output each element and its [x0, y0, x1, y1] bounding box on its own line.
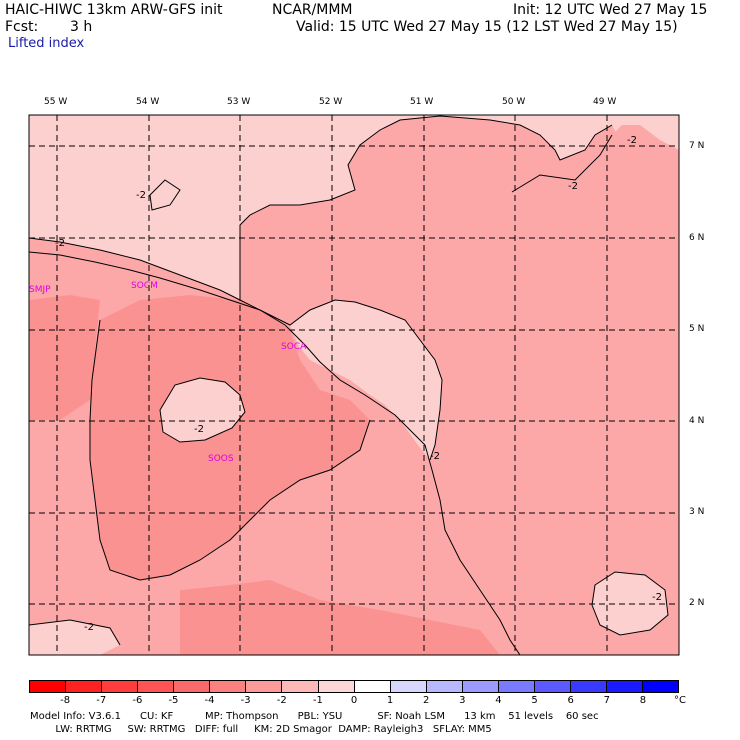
lon-label-49w: 49 W	[593, 97, 617, 107]
contour-label: -2	[627, 135, 637, 146]
organization-label: NCAR/MMM	[272, 2, 353, 18]
colorbar-cell	[570, 681, 607, 692]
colorbar-tick-label: 1	[386, 695, 394, 706]
lon-label-55w: 55 W	[44, 97, 68, 107]
colorbar-cell	[390, 681, 427, 692]
colorbar-cell	[246, 681, 283, 692]
colorbar-tick-label: -1	[312, 695, 323, 706]
model-title: HAIC-HIWC 13km ARW-GFS init	[5, 2, 223, 18]
colorbar-tick-label: -8	[60, 695, 71, 706]
li-region-minus3-west	[29, 295, 100, 420]
contour-label: -2	[568, 181, 578, 192]
li-region-minus1-north	[29, 115, 679, 300]
station-soca: SOCA	[281, 342, 307, 352]
lon-label-51w: 51 W	[410, 97, 434, 107]
lon-label-54w: 54 W	[136, 97, 160, 107]
li-region-minus2-northeast	[512, 125, 679, 230]
forecast-hour: 3 h	[70, 19, 93, 35]
colorbar-tick-label: 7	[603, 695, 610, 706]
coastline	[29, 251, 521, 655]
lat-label-2n: 2 N	[689, 598, 705, 608]
lon-label-53w: 53 W	[227, 97, 251, 107]
lat-label-6n: 6 N	[689, 233, 705, 243]
colorbar-tick-label: -3	[240, 695, 251, 706]
contour-minus2-southwest	[29, 619, 121, 646]
li-region-minus3-south	[180, 580, 500, 655]
colorbar-cell	[138, 681, 175, 692]
colorbar-cell	[102, 681, 139, 692]
lat-label-4n: 4 N	[689, 416, 705, 426]
lat-label-3n: 3 N	[689, 507, 705, 517]
colorbar-tick-label: 5	[531, 695, 538, 706]
colorbar-cell	[66, 681, 103, 692]
colorbar-tick-label: 8	[639, 695, 647, 706]
contour-inland-west	[89, 319, 141, 581]
contour-minus2-small	[149, 179, 181, 211]
colorbar-cell	[498, 681, 535, 692]
colorbar-unit: °C	[674, 695, 686, 706]
colorbar-tick-label: 6	[567, 695, 574, 706]
contour-minus2-north	[239, 115, 613, 300]
lon-label-52w: 52 W	[319, 97, 343, 107]
lat-label-7n: 7 N	[689, 141, 705, 151]
contour-minus2-southeast	[591, 571, 669, 636]
graticule	[29, 115, 679, 655]
colorbar-cell	[210, 681, 247, 692]
model-info-line1: Model Info: V3.6.1 CU: KF MP: Thompson P…	[30, 711, 599, 722]
colorbar-tick-label: 2	[423, 695, 430, 706]
lat-label-5n: 5 N	[689, 324, 705, 334]
li-region-minus3-inland	[90, 295, 370, 580]
forecast-label: Fcst:	[5, 19, 39, 35]
map-frame	[28, 114, 680, 656]
colorbar-cell	[282, 681, 319, 692]
station-smjp: SMJP	[29, 285, 51, 295]
contour-label: -2	[430, 451, 440, 462]
init-time: Init: 12 UTC Wed 27 May 15	[513, 2, 708, 18]
contour-label: -2	[136, 190, 146, 201]
contour-label: -2	[55, 238, 65, 249]
colorbar-cell	[30, 681, 67, 692]
colorbar-tick-label: -7	[96, 695, 107, 706]
colorbar-tick-label: 0	[350, 695, 358, 706]
colorbar-tick-label: 4	[495, 695, 502, 706]
colorbar-tick-label: 3	[459, 695, 466, 706]
contour-label: -2	[652, 592, 662, 603]
contour-minus2-soos	[159, 377, 246, 443]
colorbar-tick-label: -2	[276, 695, 287, 706]
colorbar-tick-label: -6	[132, 695, 143, 706]
contour-label: -2	[84, 622, 94, 633]
colorbar-cell	[643, 681, 679, 692]
field-name: Lifted index	[8, 36, 85, 51]
colorbar-cell	[534, 681, 571, 692]
valid-time: Valid: 15 UTC Wed 27 May 15 (12 LST Wed …	[296, 19, 678, 35]
colorbar-cell	[462, 681, 499, 692]
colorbar-cell	[318, 681, 355, 692]
li-region-minus1-southwest	[29, 620, 120, 655]
li-region-minus1-soos	[160, 378, 245, 442]
lon-label-50w: 50 W	[502, 97, 526, 107]
model-info-line2: LW: RRTMG SW: RRTMG DIFF: full KM: 2D Sm…	[30, 724, 492, 735]
colorbar-cell	[607, 681, 644, 692]
colorbar-tick-label: -5	[168, 695, 179, 706]
station-socm: SOCM	[131, 281, 158, 291]
colorbar	[29, 680, 679, 693]
colorbar-cell	[426, 681, 463, 692]
contour-label: -2	[194, 424, 204, 435]
contour-minus2-coastal	[29, 237, 443, 461]
colorbar-cell	[174, 681, 211, 692]
colorbar-cell	[354, 681, 391, 692]
contour-inland-south	[139, 419, 371, 581]
li-region-minus1-amapa	[290, 300, 442, 460]
station-soos: SOOS	[208, 454, 234, 464]
colorbar-tick-label: -4	[204, 695, 215, 706]
contour-minus2-northeast	[511, 134, 613, 193]
